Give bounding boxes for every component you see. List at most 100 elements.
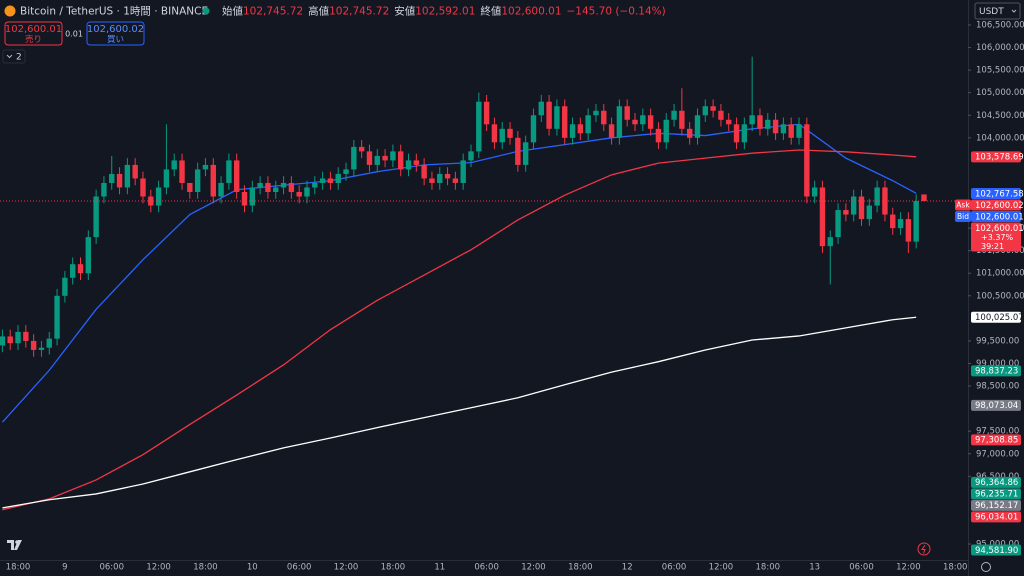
y-tick-label: 104,500.00: [976, 111, 1024, 121]
candle-body: [897, 219, 904, 229]
candle-body: [640, 115, 646, 125]
currency-select[interactable]: [974, 2, 1021, 20]
candle-body: [46, 338, 52, 348]
y-tick-label: 100,500.00: [976, 291, 1024, 301]
y-tick-label: 106,000.00: [976, 43, 1024, 53]
candle-body: [351, 146, 357, 170]
spread: 0.01: [65, 30, 83, 39]
candle-body: [655, 128, 662, 143]
candle-body: [140, 178, 146, 197]
candle-body: [132, 164, 138, 179]
candle-body: [749, 115, 755, 125]
ohlc-value: 102,745.72: [243, 6, 303, 18]
candle-body: [515, 137, 521, 165]
x-tick-label: 9: [62, 563, 67, 573]
x-tick-label: 10: [247, 563, 258, 573]
price-badge: [971, 311, 1021, 323]
change: −145.70 (−0.14%): [567, 6, 666, 18]
y-tick-label: 105,000.00: [976, 88, 1024, 98]
sell-price[interactable]: 102,600.01: [5, 24, 62, 35]
candle-body: [702, 106, 708, 116]
candle-body: [374, 155, 380, 165]
plot: [0, 56, 968, 511]
chevron: [1011, 9, 1017, 13]
candle-body: [890, 214, 896, 229]
price-badge-label: 97,308.85: [975, 436, 1018, 446]
candle-body: [234, 160, 240, 192]
y-tick-label: 99,000.00: [976, 359, 1019, 369]
candle-body: [38, 347, 45, 350]
price-badge: [971, 511, 1021, 523]
candle-body: [874, 187, 880, 206]
candle-body: [726, 119, 732, 125]
candle-body: [811, 187, 818, 197]
price-badge-label: 94,581.90: [975, 546, 1018, 556]
buy-price[interactable]: 102,600.02: [87, 24, 144, 35]
candle-body: [733, 124, 740, 143]
currency[interactable]: USDT: [979, 7, 1004, 17]
alert-bolt: [921, 544, 926, 554]
indicators-toggle[interactable]: [2, 49, 26, 64]
candle-body: [366, 151, 373, 165]
x-tick-label: 13: [809, 563, 820, 573]
candle-body: [718, 110, 724, 120]
candle-body: [202, 164, 209, 170]
candle-body: [429, 178, 435, 183]
candle-body: [468, 151, 474, 161]
candle-body: [647, 115, 654, 129]
price-badge: [971, 488, 1021, 500]
candle-body: [460, 160, 466, 183]
settings-icon[interactable]: [981, 562, 991, 572]
sell-button[interactable]: [4, 21, 63, 46]
x-tick-label: 18:00: [193, 563, 218, 573]
price-badge: [971, 210, 1021, 222]
price-badge-label: 100,025.07: [975, 313, 1024, 323]
candle-body: [522, 142, 529, 165]
candle-body: [0, 336, 6, 346]
candle-body: [179, 160, 185, 183]
candle-body: [608, 124, 615, 138]
candle-body: [93, 196, 99, 238]
y-tick-label: 97,000.00: [976, 449, 1019, 459]
candle-body: [601, 110, 607, 125]
y-tick-label: 99,500.00: [976, 336, 1019, 346]
price-tag-label: Ask: [956, 200, 970, 209]
candle-body: [124, 164, 131, 188]
candle-body: [491, 124, 498, 143]
price-badge-label: 96,152.17: [975, 501, 1018, 511]
symbol: Bitcoin / TetherUS · 1時間 · BINANCE: [20, 6, 208, 18]
price-badge: [971, 365, 1021, 377]
time-axis: 18:00 9 06:00 12:00 18:00 10 06:00 12:00 18:00 11…: [6, 563, 968, 573]
buy-label[interactable]: 買い: [107, 35, 124, 45]
y-tick-label: 97,500.00: [976, 427, 1019, 437]
price-axis: 106,500.00 106,000.00 105,500.00 105,000.00…: [955, 21, 1024, 556]
candle-body: [421, 164, 427, 179]
indicators-count[interactable]: 2: [16, 53, 22, 63]
candle-body: [210, 164, 216, 197]
candle-body: [546, 101, 552, 129]
candle-body: [757, 115, 763, 129]
buy-button[interactable]: [86, 21, 145, 46]
price-badge: [971, 476, 1021, 488]
sell-label[interactable]: 売り: [25, 34, 42, 45]
x-tick-label: 18:00: [943, 563, 968, 573]
candle-body: [866, 205, 873, 220]
candle-body: [827, 237, 833, 247]
candle-body: [765, 119, 771, 129]
x-tick-label: 06:00: [474, 563, 499, 573]
price-badge: [971, 199, 1021, 211]
price-badge-label: 98,073.04: [975, 401, 1018, 411]
candle-body: [54, 295, 60, 339]
candle-body: [241, 191, 248, 206]
candle-body: [772, 119, 779, 134]
y-tick-label: 98,500.00: [976, 382, 1019, 392]
candle-body: [530, 115, 537, 143]
chevron: [6, 54, 13, 59]
price-badge-label: 102,767.58: [975, 189, 1024, 199]
candle-body: [507, 128, 513, 138]
x-tick-label: 06:00: [99, 563, 124, 573]
candle-body: [30, 340, 37, 350]
alert-icon[interactable]: [917, 542, 931, 556]
price-badge-extra: 39:21: [981, 242, 1004, 251]
